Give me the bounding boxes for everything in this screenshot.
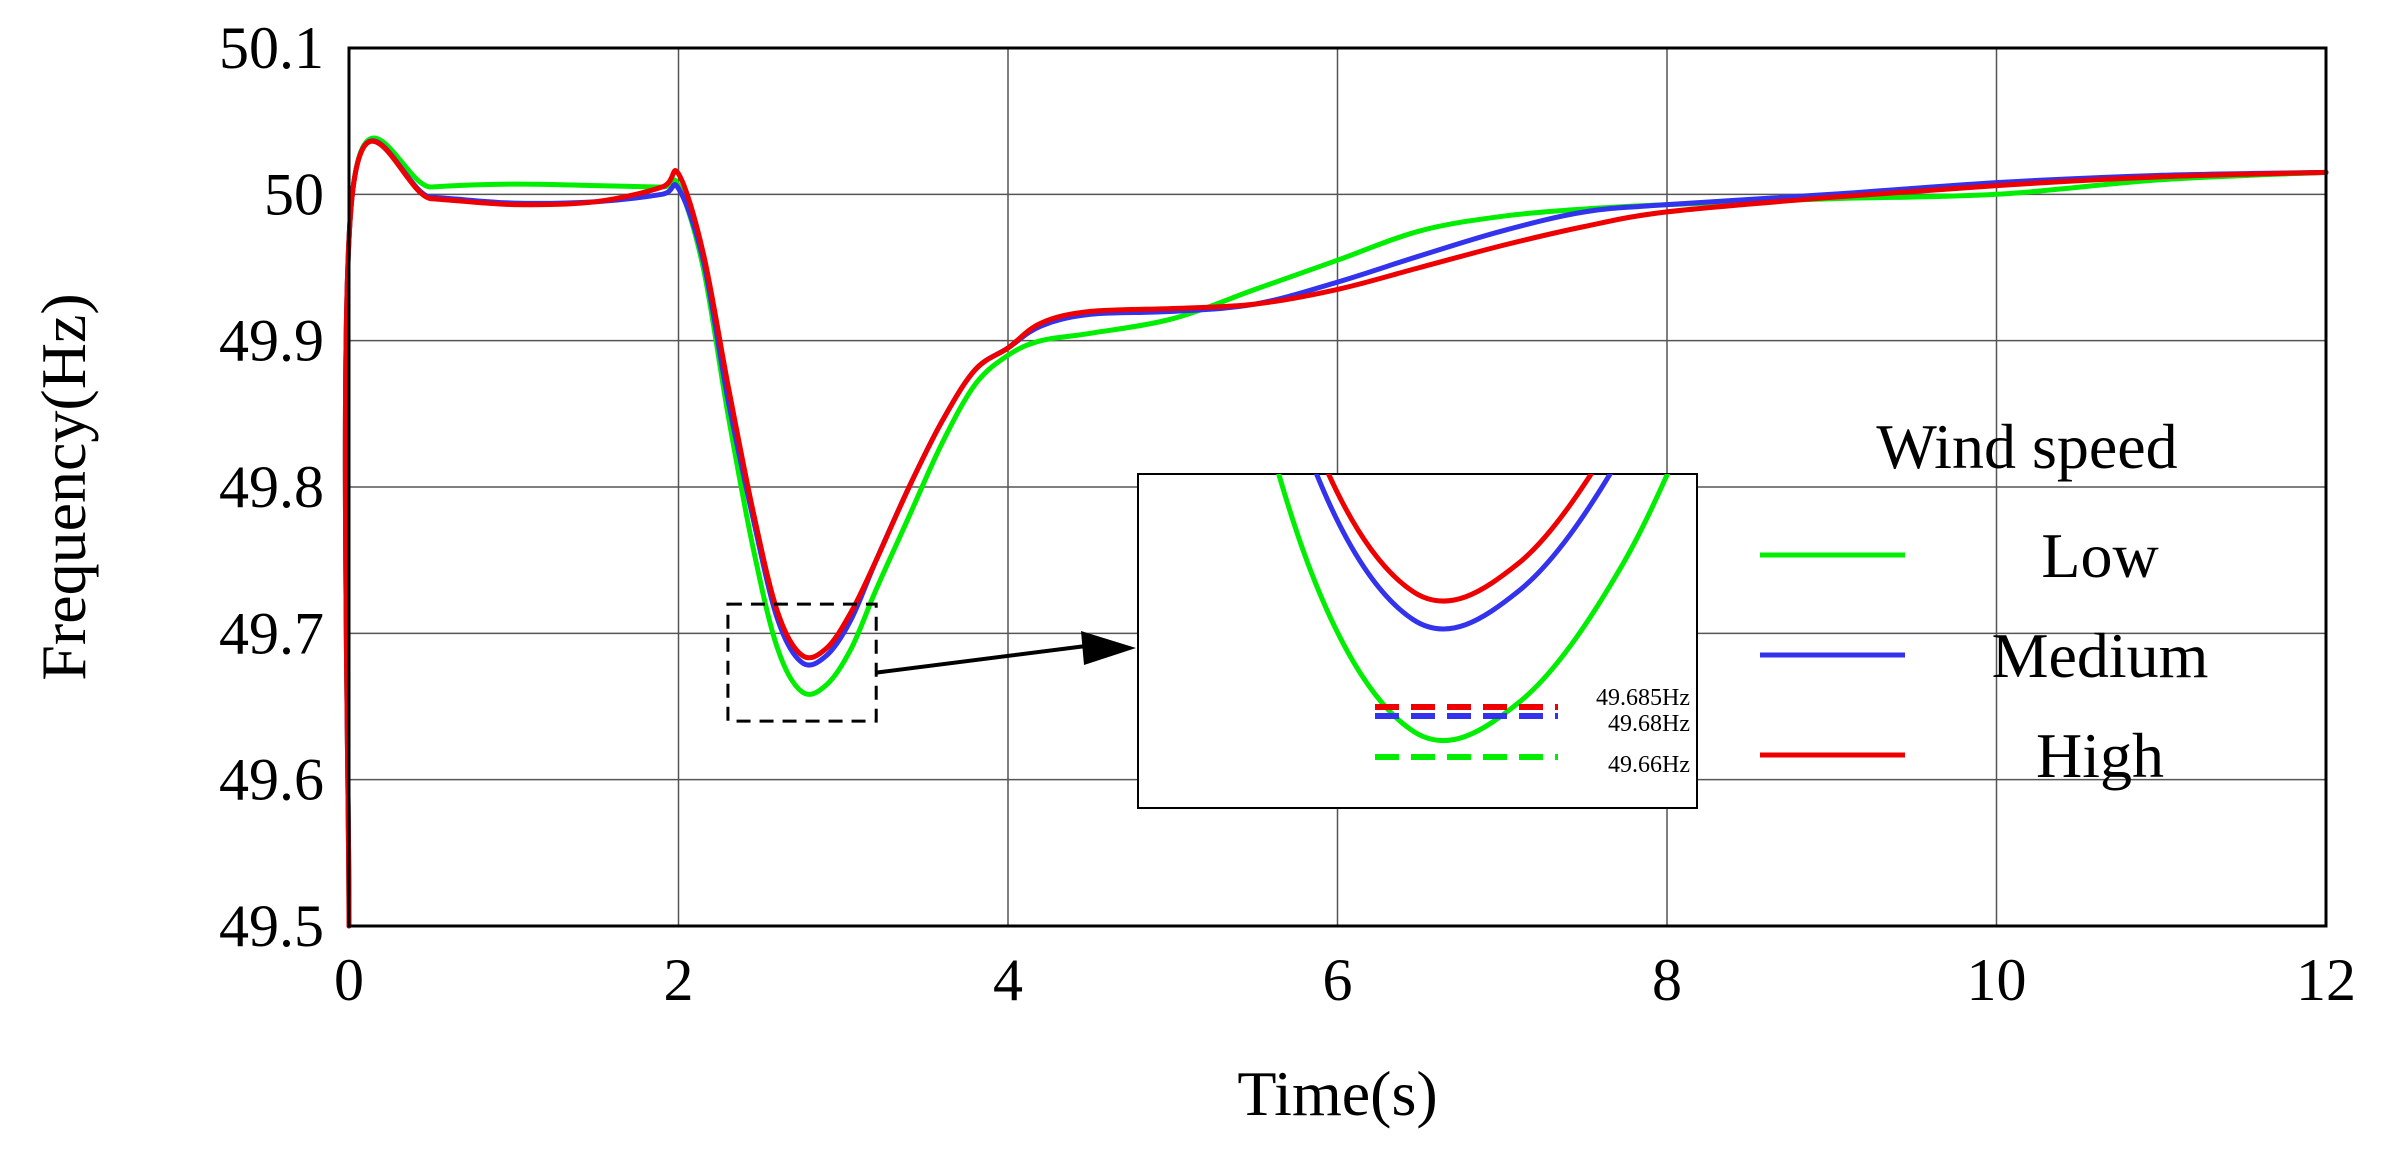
min-label-low: 49.66Hz [1608, 752, 1690, 778]
series-lines [342, 135, 2329, 929]
y-tick-label: 50 [264, 161, 324, 227]
series-line-high [342, 138, 2329, 929]
legend: Wind speed Low Medium High [1760, 411, 2208, 791]
y-tick-label: 49.6 [219, 747, 324, 813]
x-tick-label: 10 [1967, 947, 2027, 1013]
x-tick-label: 12 [2296, 947, 2356, 1013]
y-tick-label: 50.1 [219, 15, 324, 81]
x-tick-label: 0 [334, 947, 364, 1013]
zoom-arrow-head [1081, 631, 1136, 665]
inset-line-low [1276, 474, 1671, 743]
min-label-medium: 49.68Hz [1608, 711, 1690, 737]
min-label-high: 49.685Hz [1596, 685, 1690, 711]
y-tick-label: 49.7 [219, 600, 324, 666]
legend-label-low: Low [2041, 520, 2158, 591]
y-tick-label: 49.8 [219, 454, 324, 520]
plot-frame [347, 46, 2328, 928]
x-tick-label: 6 [1323, 947, 1353, 1013]
legend-label-high: High [2036, 720, 2164, 791]
y-axis-title: Frequency(Hz) [28, 293, 99, 680]
inset-line-high [1325, 474, 1595, 604]
x-tick-label: 2 [664, 947, 694, 1013]
y-tick-label: 49.9 [219, 308, 324, 374]
zoom-arrow-line [875, 644, 1087, 675]
x-tick-label: 4 [993, 947, 1023, 1013]
inset-line-medium [1313, 474, 1613, 632]
y-tick-label: 49.5 [219, 893, 324, 959]
legend-title: Wind speed [1876, 411, 2177, 482]
x-tick-label: 8 [1652, 947, 1682, 1013]
inset-curves [1276, 474, 1671, 743]
zoom-box [726, 602, 878, 723]
x-axis-title: Time(s) [1237, 1058, 1437, 1129]
zoom-region [726, 602, 878, 723]
legend-label-medium: Medium [1992, 620, 2209, 691]
inset-frame [1137, 473, 1698, 809]
tick-labels: 0 2 4 6 8 10 12 49.5 49.6 49.7 49.8 49.9 50 50.1 [219, 15, 2356, 1013]
